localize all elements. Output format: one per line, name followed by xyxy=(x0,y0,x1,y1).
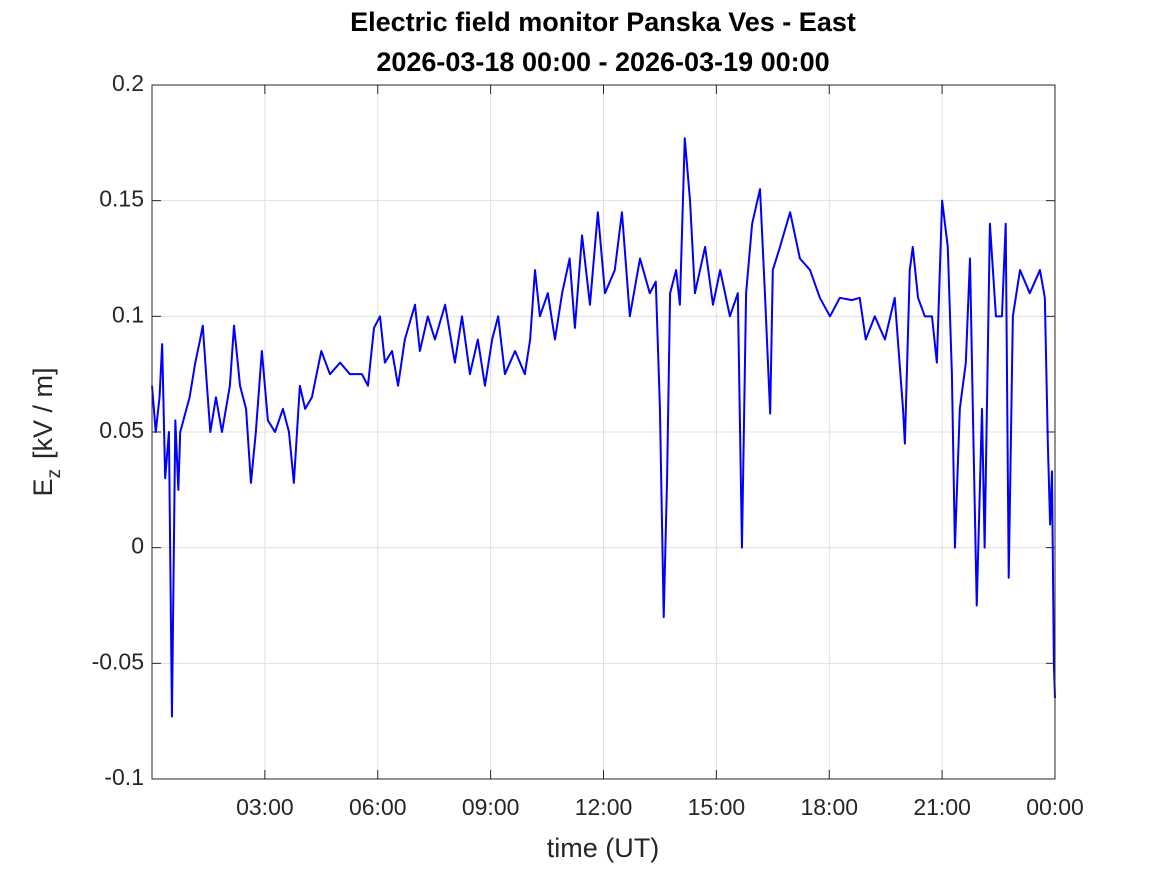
y-label-main: E xyxy=(28,479,58,497)
data-line xyxy=(151,137,1056,718)
y-axis-label-text: Ez [kV / m] xyxy=(28,367,65,496)
x-tick-label: 09:00 xyxy=(462,794,520,820)
chart-subtitle: 2026-03-18 00:00 - 2026-03-19 00:00 xyxy=(376,47,829,77)
x-tick-label: 00:00 xyxy=(1026,794,1084,820)
x-tick-label: 21:00 xyxy=(913,794,971,820)
y-tick-label: -0.05 xyxy=(92,648,144,674)
y-tick-label: 0.1 xyxy=(112,301,144,327)
y-tick-label: 0.2 xyxy=(112,70,144,96)
x-tick-label: 18:00 xyxy=(800,794,858,820)
y-tick-label: 0 xyxy=(131,533,144,559)
y-tick-label: -0.1 xyxy=(104,764,144,790)
x-tick-label: 15:00 xyxy=(688,794,746,820)
y-tick-label: 0.05 xyxy=(99,417,144,443)
chart-title: Electric field monitor Panska Ves - East xyxy=(350,7,856,37)
y-label-sub: z xyxy=(44,469,65,479)
x-tick-label: 06:00 xyxy=(349,794,407,820)
y-label-unit: [kV / m] xyxy=(28,367,58,459)
x-tick-label: 03:00 xyxy=(236,794,294,820)
x-axis-label: time (UT) xyxy=(547,833,659,863)
x-tick-label: 12:00 xyxy=(575,794,633,820)
y-tick-label: 0.15 xyxy=(99,186,144,212)
plot-frame xyxy=(151,84,1056,780)
y-axis-label: Ez [kV / m] xyxy=(28,367,65,496)
